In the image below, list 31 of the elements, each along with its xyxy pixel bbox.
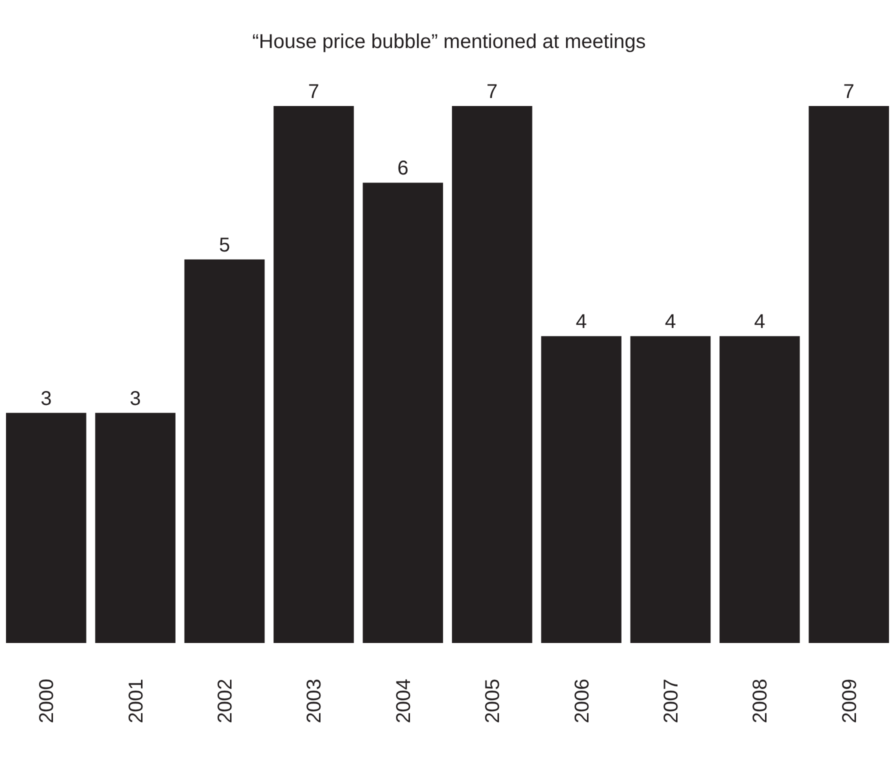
bar [184, 259, 265, 643]
x-tick-label: 2004 [392, 678, 415, 724]
x-tick-label: 2008 [750, 678, 772, 724]
bar [808, 106, 889, 643]
bar [274, 106, 354, 643]
chart-title: “House price bubble” mentioned at meetings [252, 31, 646, 53]
x-tick-label: 2006 [571, 678, 594, 724]
bar [541, 336, 622, 643]
x-tick-label: 2009 [838, 678, 861, 724]
data-label: 6 [397, 158, 408, 180]
x-tick-label: 2002 [214, 678, 237, 724]
x-tick-label: 2007 [660, 678, 682, 724]
data-label: 5 [218, 234, 230, 256]
data-label: 4 [664, 311, 676, 334]
x-tick-label: 2000 [36, 678, 58, 724]
data-label: 3 [40, 388, 52, 410]
bar [362, 182, 444, 643]
x-tick-label: 2005 [482, 678, 504, 724]
data-label: 7 [486, 81, 498, 103]
bar [452, 106, 532, 643]
data-label: 4 [754, 311, 766, 334]
data-label: 3 [130, 388, 141, 410]
x-tick-label: 2001 [125, 678, 148, 724]
bar [720, 336, 800, 643]
bar [6, 412, 86, 643]
bar [630, 336, 711, 643]
data-label: 4 [576, 311, 587, 334]
data-label: 7 [843, 81, 854, 103]
x-tick-label: 2003 [304, 678, 326, 724]
bar [95, 412, 176, 643]
data-label: 7 [308, 81, 320, 103]
